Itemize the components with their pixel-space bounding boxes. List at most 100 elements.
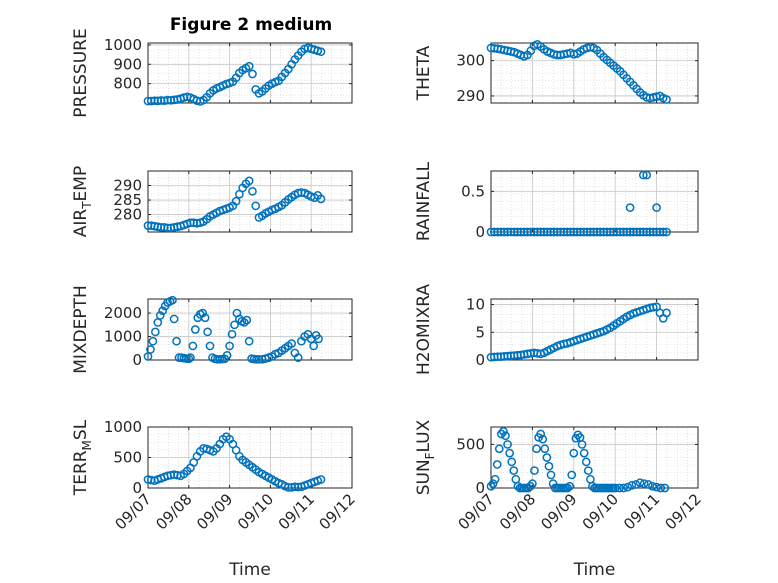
data-point — [230, 320, 239, 330]
data-point — [509, 466, 519, 475]
y-axis-label: SUNFLUX — [414, 419, 437, 495]
data-point — [583, 466, 593, 475]
y-axis-label: RAINFALL — [414, 161, 434, 241]
data-point — [625, 203, 635, 212]
y-tick-label: 0.5 — [461, 182, 485, 200]
data-point — [631, 480, 641, 489]
y-tick-label: 0 — [475, 223, 485, 241]
data-point — [614, 483, 624, 493]
data-point — [662, 227, 671, 237]
data-point — [492, 460, 502, 469]
data-point — [577, 440, 587, 449]
data-point — [511, 474, 521, 484]
data-point — [586, 474, 595, 484]
x-tick-label: 09/11 — [620, 490, 663, 533]
data-point — [546, 470, 556, 480]
data-point — [242, 315, 252, 325]
y-axis-label: H2OMIXRA — [414, 284, 434, 375]
data-point — [652, 482, 661, 492]
x-tick-label: 09/12 — [316, 490, 359, 533]
data-point — [567, 470, 577, 480]
data-point — [190, 325, 200, 334]
data-point — [186, 353, 195, 363]
subplot-rainfall: 0 0.5 RAINFALL — [414, 161, 699, 241]
y-axis-label-subscript: M — [80, 440, 94, 450]
x-tick-label: 09/12 — [662, 490, 705, 533]
data-series — [486, 170, 671, 237]
data-point — [619, 483, 628, 493]
data-point — [168, 295, 177, 305]
x-axis-label: Time — [573, 560, 616, 580]
data-point — [532, 444, 541, 454]
y-tick-label: 1000 — [104, 328, 142, 346]
data-series — [486, 427, 670, 493]
data-point — [542, 453, 552, 462]
data-point — [169, 314, 179, 324]
data-point — [316, 194, 326, 204]
data-point — [656, 483, 666, 493]
data-point — [239, 318, 249, 327]
data-point — [231, 196, 241, 206]
data-point — [662, 308, 671, 318]
y-tick-label: 5 — [475, 323, 485, 341]
data-point — [530, 466, 539, 475]
data-point — [490, 474, 500, 484]
data-point — [662, 95, 671, 104]
data-point — [544, 461, 554, 471]
data-point — [660, 483, 670, 493]
axes-box — [147, 170, 353, 233]
data-series — [486, 40, 671, 104]
y-axis-label-tail: SL — [71, 419, 91, 440]
y-tick-label: 500 — [113, 449, 142, 467]
data-point — [540, 444, 550, 454]
data-point — [505, 448, 514, 458]
y-tick-label: 2000 — [104, 304, 142, 322]
data-point — [222, 350, 232, 360]
subplot-h2omixra: 0 5 10 H2OMIXRA — [414, 284, 699, 375]
figure-title: Figure 2 medium — [170, 15, 332, 35]
data-point — [627, 481, 637, 490]
data-point — [643, 480, 653, 489]
y-tick-label: 1000 — [104, 418, 142, 436]
axes-box — [147, 42, 353, 104]
data-point — [314, 334, 323, 344]
data-point — [205, 341, 215, 351]
y-axis-label-main: H2OMIXRA — [414, 284, 434, 375]
y-axis-label-main: MIXDEPTH — [71, 285, 91, 374]
data-point — [146, 345, 155, 354]
data-point — [648, 302, 658, 312]
y-axis-label-main: AIR — [71, 209, 91, 238]
data-point — [565, 481, 575, 491]
data-point — [581, 457, 591, 467]
y-tick-label: 500 — [456, 435, 485, 453]
data-point — [639, 479, 649, 488]
data-point — [536, 429, 546, 439]
data-point — [610, 483, 620, 493]
data-point — [642, 170, 652, 180]
data-point — [293, 353, 303, 363]
y-tick-label: 0 — [132, 479, 142, 497]
y-axis-label-subscript: F — [423, 452, 437, 459]
subplot-terr-msl: 05001000TERRMSL09/0709/0809/0909/1009/11… — [71, 418, 359, 580]
y-axis-label: PRESSURE — [71, 28, 91, 117]
data-point — [494, 444, 504, 454]
y-tick-label: 280 — [113, 206, 142, 224]
data-point — [648, 481, 657, 491]
y-axis-label-main: RAINFALL — [414, 161, 434, 241]
data-series — [143, 43, 326, 106]
y-axis-label: THETA — [414, 45, 434, 101]
data-point — [623, 482, 632, 492]
y-axis-label-main: TERR — [71, 450, 91, 496]
data-point — [188, 341, 198, 351]
data-point — [244, 336, 254, 346]
subplot-sun-flux: 0500SUNFLUX09/0709/0809/0909/1009/1109/1… — [414, 419, 705, 580]
y-tick-label: 0 — [132, 351, 142, 369]
y-tick-label: 285 — [113, 191, 142, 209]
x-tick-label: 09/11 — [275, 490, 318, 533]
data-point — [635, 478, 645, 488]
y-axis-label-subscript: T — [80, 201, 94, 210]
x-tick-label: 09/10 — [234, 490, 277, 533]
